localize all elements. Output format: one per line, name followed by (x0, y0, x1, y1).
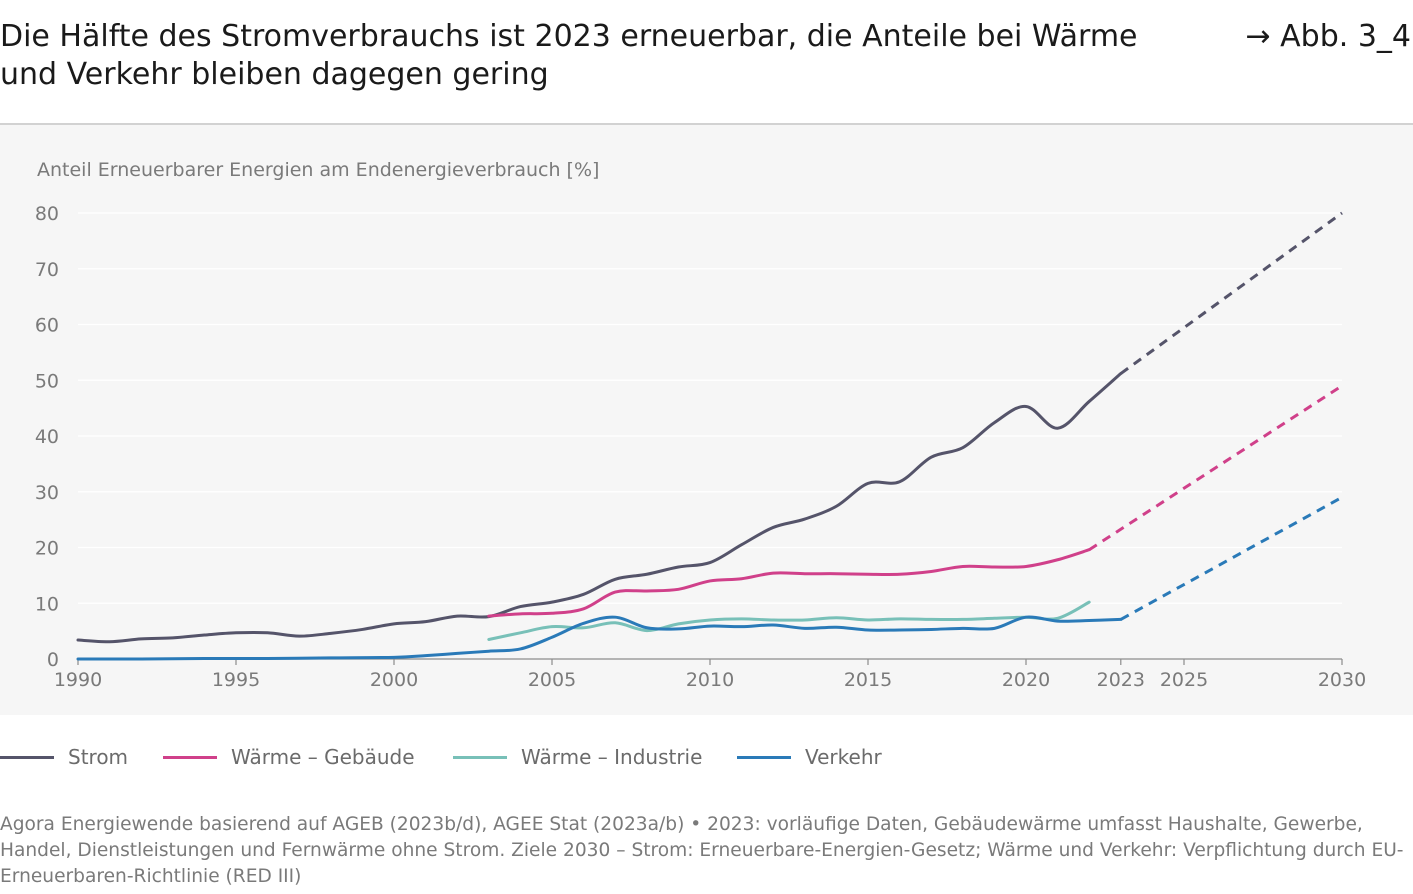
x-tick-label-2023: 2023 (1097, 669, 1145, 691)
y-tick-label-80: 80 (35, 203, 59, 225)
legend-label-strom: Strom (68, 745, 129, 769)
figure-reference-link[interactable]: → Abb. 3_4 (1245, 19, 1411, 54)
series-target-strom (1119, 211, 1343, 375)
x-tick-label-1995: 1995 (212, 669, 260, 691)
y-tick-label-30: 30 (35, 482, 59, 504)
legend-swatch-verkehr (737, 755, 791, 759)
y-tick-label-50: 50 (35, 370, 59, 392)
legend-item-waerme-industrie[interactable]: Wärme – Industrie (453, 744, 702, 770)
y-tick-label-20: 20 (35, 538, 59, 560)
legend-label-waerme-industrie: Wärme – Industrie (521, 745, 703, 769)
legend-item-waerme-gebaeude[interactable]: Wärme – Gebäude (163, 744, 415, 770)
header-divider (0, 123, 1413, 125)
series-line-waerme-industrie (487, 600, 1091, 641)
y-tick-label-60: 60 (35, 315, 59, 337)
chart-title: Die Hälfte des Stromverbrauchs ist 2023 … (0, 19, 1138, 92)
series-line-strom (76, 372, 1123, 644)
x-tick-label-2000: 2000 (370, 669, 418, 691)
legend-label-verkehr: Verkehr (805, 745, 882, 769)
x-tick-label-2015: 2015 (844, 669, 892, 691)
legend-swatch-strom (0, 755, 54, 759)
x-tick-label-2005: 2005 (528, 669, 576, 691)
x-tick-label-2025: 2025 (1160, 669, 1208, 691)
legend-swatch-waerme-industrie (453, 755, 507, 759)
legend-item-strom[interactable]: Strom (0, 744, 128, 770)
x-tick-label-2010: 2010 (686, 669, 734, 691)
series-target-verkehr (1120, 496, 1343, 621)
y-axis-label: Anteil Erneuerbarer Energien am Endenerg… (37, 159, 599, 181)
source-note: Agora Energiewende basierend auf AGEB (2… (0, 814, 1404, 887)
x-tick-label-1990: 1990 (54, 669, 102, 691)
x-tick-label-2030: 2030 (1318, 669, 1366, 691)
y-tick-label-0: 0 (47, 649, 59, 671)
series-target-waerme-gebaeude (1088, 384, 1343, 551)
series-line-waerme-gebaeude (487, 548, 1091, 618)
x-tick-label-2020: 2020 (1002, 669, 1050, 691)
y-tick-label-10: 10 (35, 593, 59, 615)
legend-item-verkehr[interactable]: Verkehr (737, 744, 882, 770)
chart-panel: Anteil Erneuerbarer Energien am Endenerg… (0, 125, 1413, 715)
y-tick-label-40: 40 (35, 426, 59, 448)
y-tick-label-70: 70 (35, 259, 59, 281)
legend-label-waerme-gebaeude: Wärme – Gebäude (231, 745, 415, 769)
series-line-verkehr (76, 615, 1123, 661)
legend-swatch-waerme-gebaeude (163, 755, 217, 759)
line-chart: Anteil Erneuerbarer Energien am Endenerg… (35, 159, 1366, 691)
